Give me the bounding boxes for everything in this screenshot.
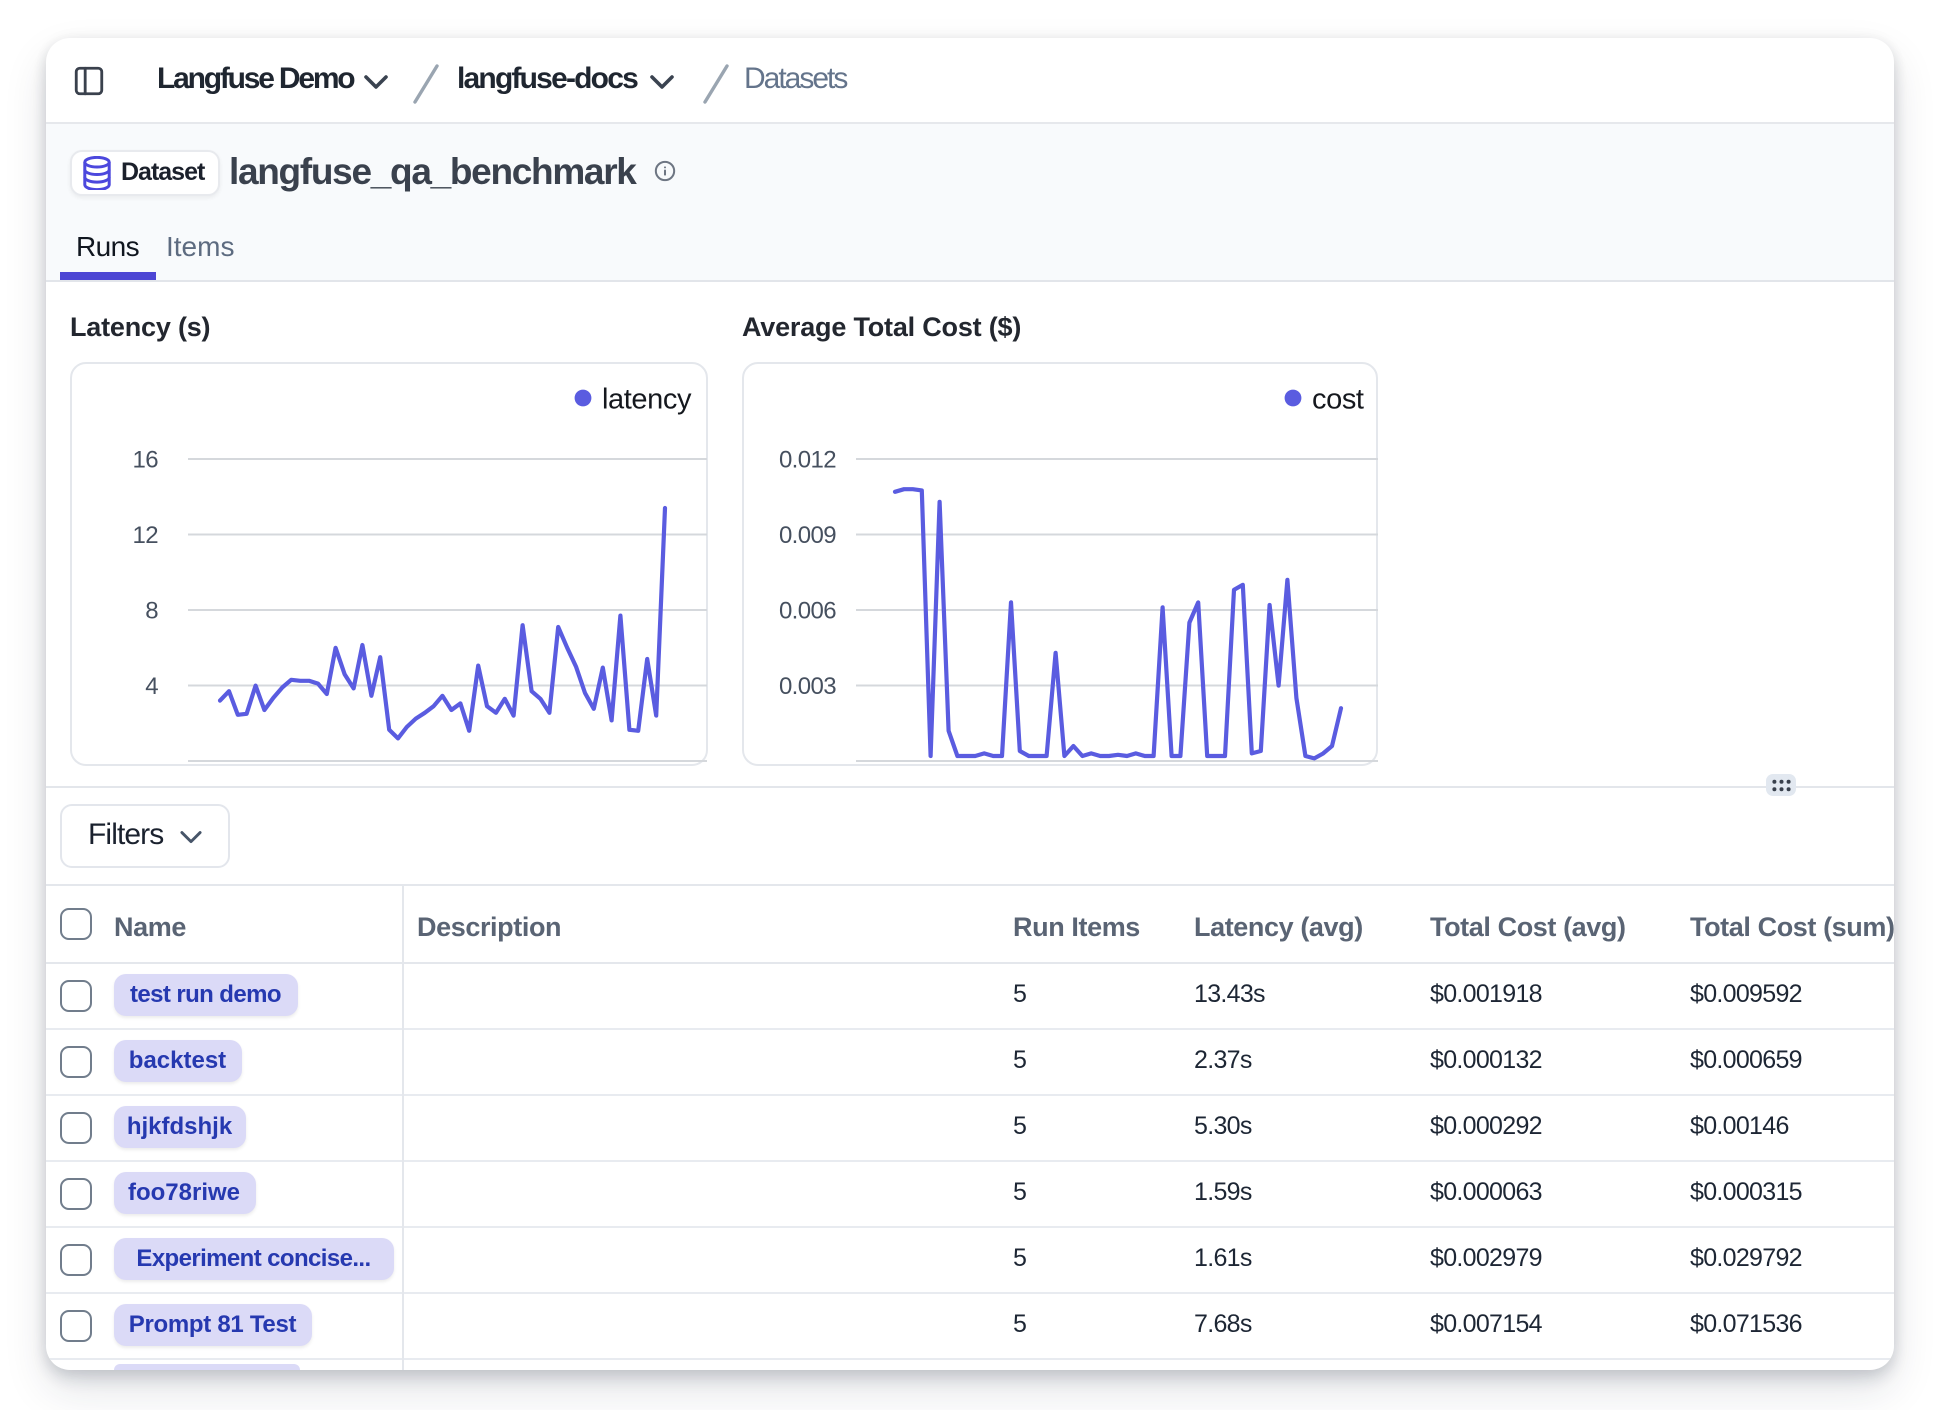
- svg-text:4: 4: [145, 673, 158, 700]
- svg-text:0.006: 0.006: [778, 598, 835, 625]
- svg-text:cost: cost: [1311, 383, 1363, 415]
- svg-text:0.009: 0.009: [778, 522, 835, 549]
- svg-text:0.003: 0.003: [778, 673, 835, 700]
- svg-text:16: 16: [133, 447, 159, 474]
- svg-text:8: 8: [145, 598, 158, 625]
- svg-text:0.012: 0.012: [778, 447, 835, 474]
- svg-text:latency: latency: [602, 383, 692, 415]
- svg-text:12: 12: [133, 522, 159, 549]
